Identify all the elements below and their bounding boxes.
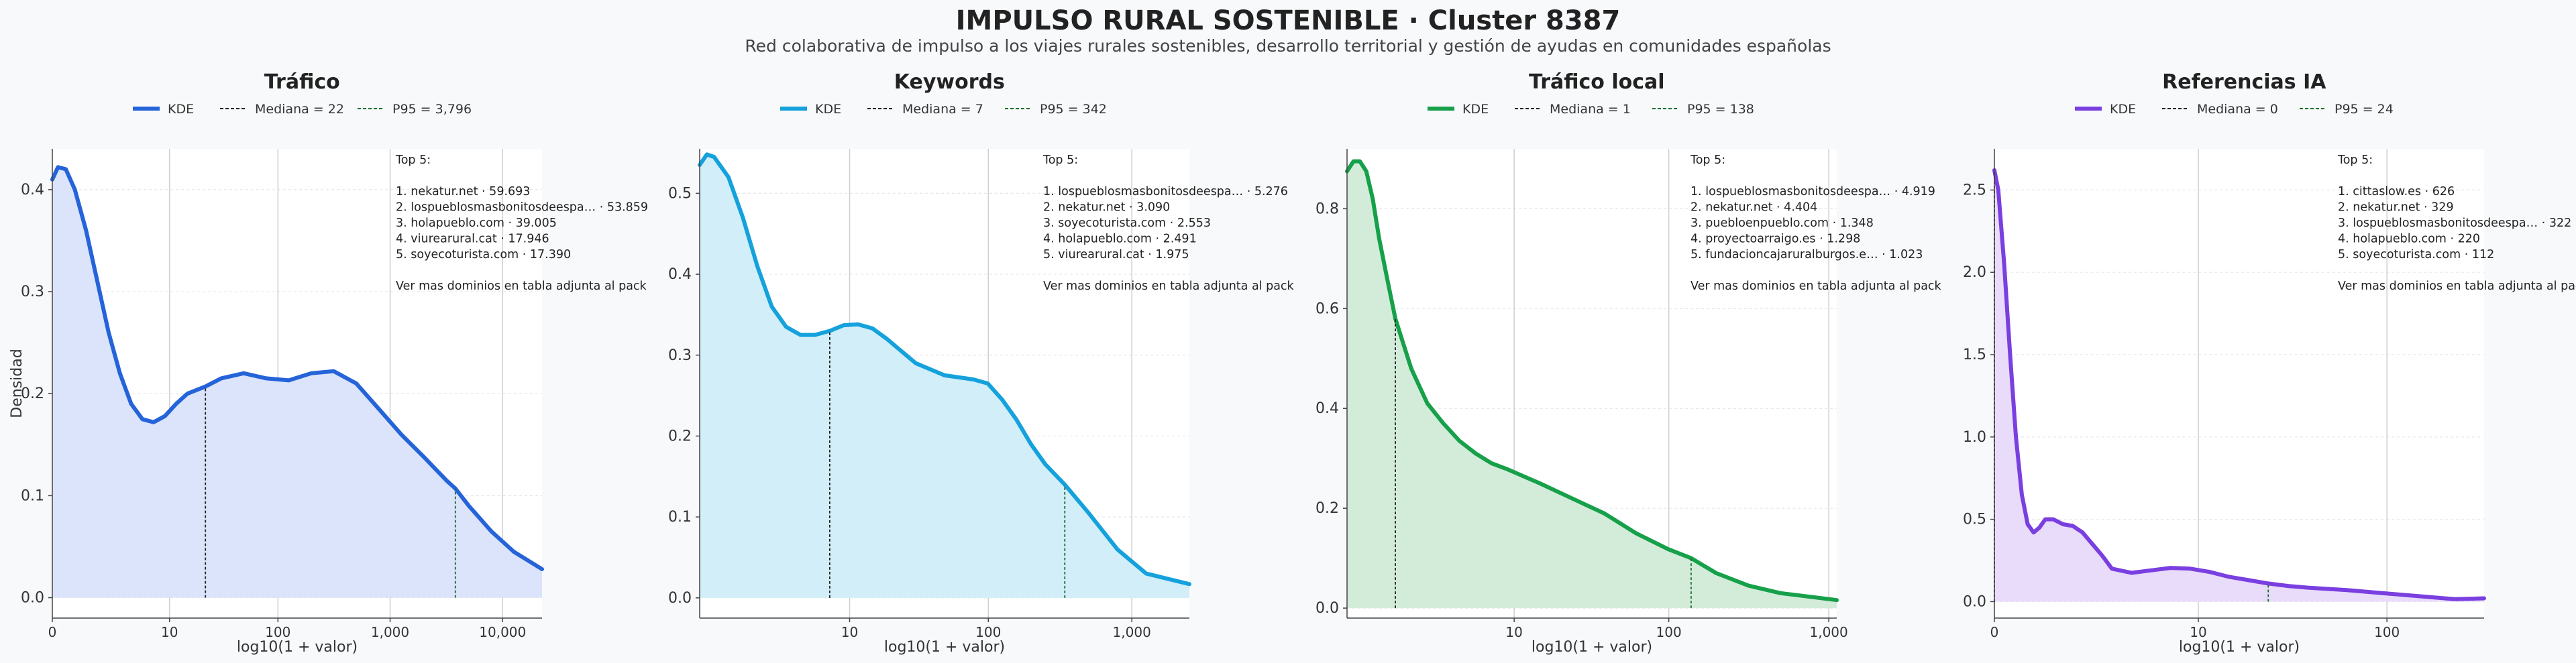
legend-median-label: Mediana = 0 (2197, 102, 2278, 117)
y-axis-label: Densidad (9, 349, 25, 418)
y-tick-label: 0.1 (668, 509, 692, 526)
y-tick-label: 0.4 (21, 182, 44, 198)
top5-annotation-line: 2. nekatur.net · 329 (2338, 201, 2454, 215)
kde-line (1992, 168, 2486, 601)
y-tick-label: 2.5 (1963, 182, 1986, 198)
chart-title: Tráfico (264, 70, 340, 94)
top5-annotation-line: 1. nekatur.net · 59.693 (396, 185, 530, 198)
top5-annotation-line: 3. lospueblosmasbonitosdeespa… · 322 (2338, 217, 2571, 230)
x-tick-label: 100 (2374, 624, 2400, 640)
x-tick-label: 100 (265, 624, 290, 640)
top5-annotation-line: Top 5: (2337, 154, 2373, 167)
kde-area (52, 167, 542, 598)
x-tick-label: 10 (1505, 624, 1522, 640)
y-tick-label: 1.0 (1963, 429, 1986, 446)
y-tick-label: 0.0 (21, 590, 44, 607)
legend-median-label: Mediana = 22 (255, 102, 344, 117)
legend-kde-label: KDE (1462, 102, 1489, 117)
top5-annotation-line: 1. lospueblosmasbonitosdeespa… · 5.276 (1043, 185, 1288, 198)
chart-panel-keywords: 0.0 0.1 0.2 0.3 0.4 0.5 10 100 1,000 log10(1 + va… (668, 70, 1295, 656)
x-tick-label: 0 (1990, 624, 1999, 640)
top5-annotation-line: 4. holapueblo.com · 2.491 (1043, 233, 1197, 246)
y-tick-label: 0.5 (668, 185, 692, 202)
y-tick-label: 0.0 (1316, 600, 1339, 617)
top5-annotation-line: 4. holapueblo.com · 220 (2338, 233, 2480, 246)
x-tick-label: 100 (1656, 624, 1682, 640)
y-tick-label: 0.5 (1963, 511, 1986, 528)
chart-panel-trafico: 0.0 0.1 0.2 0.3 0.4 0 10 100 1,000 10,000 log10(1 … (9, 70, 648, 656)
top5-annotation-line: 3. soyecoturista.com · 2.553 (1043, 217, 1211, 230)
y-tick-label: 0.3 (21, 284, 44, 300)
y-tick-label: 0.1 (21, 487, 44, 504)
top5-annotation-line: 3. puebloenpueblo.com · 1.348 (1690, 217, 1874, 230)
top5-annotation-line: 2. nekatur.net · 3.090 (1043, 201, 1170, 215)
top5-annotation-line: Ver mas dominios en tabla adjunta al pac… (396, 280, 647, 293)
top5-annotation-line: 3. holapueblo.com · 39.005 (396, 217, 557, 230)
top5-annotation-line: 5. soyecoturista.com · 17.390 (396, 248, 571, 261)
y-tick-label: 0.6 (1316, 300, 1339, 317)
chart-title: Referencias IA (2162, 70, 2326, 94)
legend-p95-label: P95 = 342 (1040, 102, 1107, 117)
y-tick-label: 0.2 (668, 428, 692, 444)
y-tick-label: 0.2 (1316, 500, 1339, 517)
page-subtitle: Red colaborativa de impulso a los viajes… (745, 36, 1831, 56)
top5-annotation-line: 5. viurearural.cat · 1.975 (1043, 248, 1189, 261)
top5-annotation-line: Top 5: (1042, 154, 1078, 167)
top5-annotation-line: Ver mas dominios en tabla adjunta al pac… (1043, 280, 1295, 293)
x-axis-label: log10(1 + valor) (237, 639, 358, 656)
y-tick-label: 0.8 (1316, 200, 1339, 217)
y-tick-label: 2.0 (1963, 264, 1986, 281)
x-tick-label: 1,000 (1809, 624, 1847, 640)
top5-annotation-line: 1. lospueblosmasbonitosdeespa… · 4.919 (1690, 185, 1935, 198)
kde-area (1347, 161, 1837, 609)
kde-line (1345, 159, 1839, 603)
legend-kde-label: KDE (815, 102, 841, 117)
kde-line (50, 165, 544, 571)
y-tick-label: 0.2 (21, 385, 44, 402)
legend-p95-label: P95 = 3,796 (392, 102, 472, 117)
legend-kde-label: KDE (168, 102, 194, 117)
legend-kde-label: KDE (2110, 102, 2136, 117)
top5-annotation-line: 4. proyectoarraigo.es · 1.298 (1690, 233, 1860, 246)
y-tick-label: 0.3 (668, 347, 692, 364)
y-tick-label: 1.5 (1963, 347, 1986, 363)
x-tick-label: 10 (2190, 624, 2206, 640)
x-axis-label: log10(1 + valor) (1532, 639, 1652, 656)
legend-median-label: Mediana = 7 (902, 102, 983, 117)
chart-panel-referencias-ia: 0.0 0.5 1.0 1.5 2.0 2.5 0 10 100 log10(1 + valor)… (1963, 70, 2576, 656)
kde-area (1994, 170, 2484, 602)
legend-p95-label: P95 = 138 (1687, 102, 1754, 117)
x-tick-label: 1,000 (371, 624, 409, 640)
y-tick-label: 0.0 (1963, 593, 1986, 610)
x-tick-label: 10 (161, 624, 178, 640)
top5-annotation-line: 4. viurearural.cat · 17.946 (396, 233, 549, 246)
x-tick-label: 1,000 (1113, 624, 1151, 640)
top5-annotation-line: Ver mas dominios en tabla adjunta al pac… (1690, 280, 1942, 293)
legend-p95-label: P95 = 24 (2334, 102, 2394, 117)
y-tick-label: 0.4 (1316, 400, 1339, 417)
top5-annotation-line: 2. lospueblosmasbonitosdeespa… · 53.859 (396, 201, 648, 215)
x-axis-label: log10(1 + valor) (884, 639, 1005, 656)
top5-annotation-line: Top 5: (395, 154, 431, 167)
x-axis-label: log10(1 + valor) (2179, 639, 2300, 656)
top5-annotation-line: 1. cittaslow.es · 626 (2338, 185, 2455, 198)
top5-annotation-line: 5. fundacioncajaruralburgos.e… · 1.023 (1690, 248, 1923, 261)
y-tick-label: 0.4 (668, 266, 692, 283)
y-tick-label: 0.0 (668, 590, 692, 607)
top5-annotation-line: Top 5: (1690, 154, 1725, 167)
x-tick-label: 10,000 (479, 624, 526, 640)
top5-annotation-line: 5. soyecoturista.com · 112 (2338, 248, 2494, 261)
chart-title: Keywords (894, 70, 1005, 94)
chart-panel-trafico-local: 0.0 0.2 0.4 0.6 0.8 10 100 1,000 log10(1 + valor… (1316, 70, 1942, 656)
top5-annotation-line: Ver mas dominios en tabla adjunta al pac… (2338, 280, 2576, 293)
page-title: IMPULSO RURAL SOSTENIBLE · Cluster 8387 (955, 5, 1621, 36)
chart-title: Tráfico local (1529, 70, 1665, 94)
kde-line (698, 152, 1191, 587)
top5-annotation-line: 2. nekatur.net · 4.404 (1690, 201, 1817, 215)
x-tick-label: 10 (841, 624, 858, 640)
legend-median-label: Mediana = 1 (1550, 102, 1631, 117)
x-tick-label: 0 (48, 624, 57, 640)
x-tick-label: 100 (975, 624, 1001, 640)
